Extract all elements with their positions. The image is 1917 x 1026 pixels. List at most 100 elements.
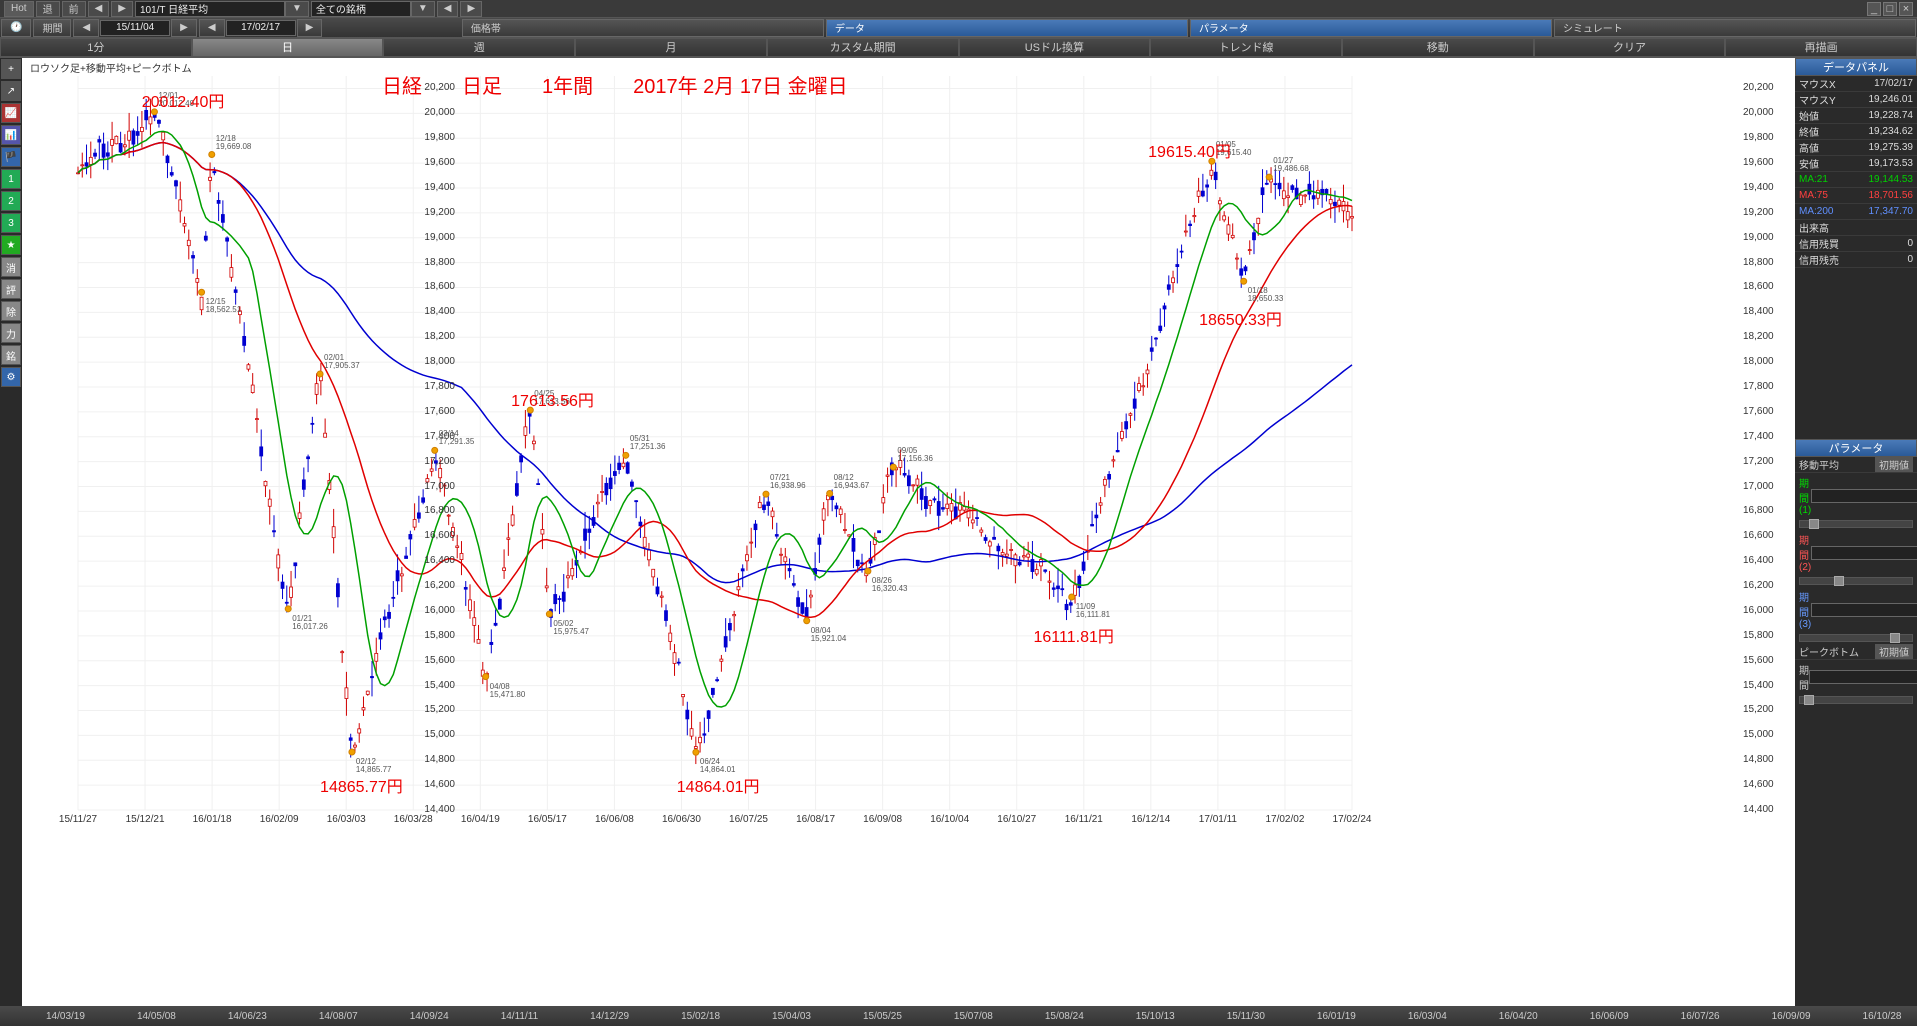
footer-date-label: 15/11/30 (1227, 1011, 1265, 1022)
date-to-prev-icon[interactable]: ◀ (199, 19, 225, 37)
param2-slider[interactable] (1799, 577, 1913, 585)
market-dropdown-icon[interactable]: ▼ (411, 1, 435, 17)
sidebar-tool-1[interactable]: ↗ (1, 81, 21, 101)
datapanel-row-6: MA:2119,144.53 (1795, 172, 1917, 188)
x-axis-label: 15/11/27 (59, 814, 97, 825)
peak-label: 02/1214,865.77 (356, 758, 392, 774)
param-pb-label: ピークボトム (1799, 644, 1875, 659)
y-axis-label-right: 15,800 (1743, 630, 1774, 641)
tab-1min[interactable]: 1分 (0, 38, 192, 57)
sidebar-tool-5[interactable]: 1 (1, 169, 21, 189)
clock-icon[interactable]: 🕐 (1, 19, 31, 37)
y-axis-label-right: 17,000 (1743, 481, 1774, 492)
peak-label: 05/3117,251.36 (630, 435, 666, 451)
datapanel-label: 高値 (1799, 140, 1869, 155)
footer-date-label: 14/03/19 (46, 1011, 85, 1022)
datapanel-label: マウスX (1799, 76, 1874, 91)
param-btn[interactable]: パラメータ (1190, 19, 1552, 37)
sidebar-tool-2[interactable]: 📈 (1, 103, 21, 123)
maximize-icon[interactable]: □ (1883, 2, 1897, 16)
back-btn[interactable]: 退 (36, 1, 60, 17)
y-axis-label: 15,000 (424, 729, 455, 740)
annotation-a2: 17613.56円 (511, 387, 594, 411)
param-pb-reset-btn[interactable]: 初期値 (1875, 644, 1913, 659)
simulate-btn[interactable]: シミュレート (1554, 19, 1916, 37)
sidebar-tool-14[interactable]: ⚙ (1, 367, 21, 387)
tab-week[interactable]: 週 (383, 38, 575, 57)
y-axis-label-right: 16,000 (1743, 605, 1774, 616)
tab-usd[interactable]: USドル換算 (959, 38, 1151, 57)
y-axis-label-right: 20,000 (1743, 107, 1774, 118)
date-nav-next-icon[interactable]: ▶ (460, 1, 482, 17)
datapanel-label: 始値 (1799, 108, 1869, 123)
tab-trend[interactable]: トレンド線 (1150, 38, 1342, 57)
sidebar-tool-11[interactable]: 除 (1, 301, 21, 321)
y-axis-label: 15,800 (424, 630, 455, 641)
y-axis-label: 16,400 (424, 555, 455, 566)
date-to-input[interactable] (226, 20, 296, 36)
tab-redraw[interactable]: 再描画 (1725, 38, 1917, 57)
y-axis-label: 19,800 (424, 132, 455, 143)
main-area: +↗📈📊🏴123★消評除力銘⚙ ロウソク足+移動平均+ピークボトム 日経 日足 … (0, 58, 1917, 1006)
hot-btn[interactable]: Hot (4, 1, 34, 17)
market-input[interactable] (311, 1, 411, 17)
chart-heading: 日経 日足 1年間 2017年 2月 17日 金曜日 (382, 70, 848, 99)
param-ma-row: 移動平均 初期値 (1795, 457, 1917, 473)
tab-custom[interactable]: カスタム期間 (767, 38, 959, 57)
footer-date-label: 16/04/20 (1499, 1011, 1538, 1022)
y-axis-label: 17,000 (424, 481, 455, 492)
sidebar-tool-12[interactable]: 力 (1, 323, 21, 343)
tab-month[interactable]: 月 (575, 38, 767, 57)
tab-clear[interactable]: クリア (1534, 38, 1726, 57)
param3-input[interactable] (1811, 603, 1917, 617)
symbol-input[interactable] (135, 1, 285, 17)
data-btn[interactable]: データ (826, 19, 1188, 37)
date-from-input[interactable] (100, 20, 170, 36)
sidebar-tool-3[interactable]: 📊 (1, 125, 21, 145)
datapanel-row-3: 終値19,234.62 (1795, 124, 1917, 140)
tab-move[interactable]: 移動 (1342, 38, 1534, 57)
param-pb-row: ピークボトム 初期値 (1795, 644, 1917, 660)
annotation-a7: 18650.33円 (1199, 306, 1282, 330)
param-pb-slider[interactable] (1799, 696, 1913, 704)
y-axis-label-right: 14,800 (1743, 754, 1774, 765)
sidebar-tool-10[interactable]: 評 (1, 279, 21, 299)
datapanel-value: 19,275.39 (1869, 142, 1914, 153)
param1-slider[interactable] (1799, 520, 1913, 528)
peak-label: 12/1518,562.51 (206, 298, 242, 314)
date-nav-prev-icon[interactable]: ◀ (437, 1, 459, 17)
symbol-dropdown-icon[interactable]: ▼ (285, 1, 309, 17)
sidebar-tool-0[interactable]: + (1, 59, 21, 79)
sidebar-tool-6[interactable]: 2 (1, 191, 21, 211)
sidebar-tool-8[interactable]: ★ (1, 235, 21, 255)
footer-date-label: 15/05/25 (863, 1011, 902, 1022)
param3-slider[interactable] (1799, 634, 1913, 642)
peak-label: 01/2719,486.68 (1273, 157, 1309, 173)
param2-input[interactable] (1811, 546, 1917, 560)
right-yaxis: 14,40014,60014,80015,00015,20015,40015,6… (1739, 58, 1795, 1006)
y-axis-label-right: 20,200 (1743, 82, 1774, 93)
footer-date-label: 16/06/09 (1590, 1011, 1629, 1022)
param-pb-input[interactable] (1809, 670, 1917, 684)
peak-label: 02/0117,905.37 (324, 354, 360, 370)
chart-area[interactable]: ロウソク足+移動平均+ピークボトム 日経 日足 1年間 2017年 2月 17日… (22, 58, 1739, 1006)
x-axis-label: 16/09/08 (863, 814, 902, 825)
param1-input[interactable] (1811, 489, 1917, 503)
date-from-next-icon[interactable]: ▶ (171, 19, 197, 37)
price-range-btn[interactable]: 価格帯 (462, 19, 824, 37)
sidebar-tool-13[interactable]: 銘 (1, 345, 21, 365)
tab-day[interactable]: 日 (192, 38, 384, 57)
date-from-prev-icon[interactable]: ◀ (73, 19, 99, 37)
sidebar-tool-7[interactable]: 3 (1, 213, 21, 233)
fwd-btn[interactable]: 前 (62, 1, 86, 17)
close-icon[interactable]: × (1899, 2, 1913, 16)
nav-next-icon[interactable]: ▶ (111, 1, 133, 17)
param-reset-btn[interactable]: 初期値 (1875, 457, 1913, 472)
peak-label: 09/0517,156.36 (897, 447, 933, 463)
minimize-icon[interactable]: _ (1867, 2, 1881, 16)
sidebar-tool-9[interactable]: 消 (1, 257, 21, 277)
nav-prev-icon[interactable]: ◀ (88, 1, 110, 17)
date-to-next-icon[interactable]: ▶ (297, 19, 323, 37)
sidebar-tool-4[interactable]: 🏴 (1, 147, 21, 167)
y-axis-label-right: 19,800 (1743, 132, 1774, 143)
